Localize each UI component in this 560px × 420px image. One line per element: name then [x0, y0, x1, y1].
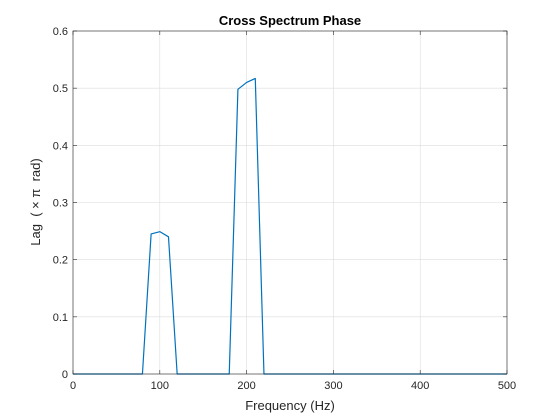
y-axis-label: Lag ( × π rad)	[28, 158, 43, 245]
x-tick-label: 100	[151, 380, 169, 392]
y-tick-label: 0.1	[53, 312, 68, 324]
series-line	[73, 77, 507, 375]
y-tick-label: 0.2	[53, 255, 68, 267]
x-tick-label: 400	[411, 380, 429, 392]
y-tick-label: 0	[62, 369, 68, 381]
chart-title: Cross Spectrum Phase	[219, 13, 361, 28]
series-layer	[73, 77, 507, 375]
grid	[72, 30, 508, 375]
x-tick-label: 300	[324, 380, 342, 392]
x-tick-label: 200	[237, 380, 255, 392]
ticks: 0 100 200 300 400 500 0 0.1 0.2 0.3 0.4 0.5 0.6	[53, 26, 516, 392]
y-tick-label: 0.3	[53, 198, 68, 210]
y-tick-label: 0.6	[53, 26, 68, 38]
x-axis-label: Frequency (Hz)	[245, 398, 335, 413]
x-tick-label: 0	[70, 380, 76, 392]
y-tick-label: 0.4	[53, 140, 68, 152]
y-tick-label: 0.5	[53, 83, 68, 95]
x-tick-label: 500	[498, 380, 516, 392]
